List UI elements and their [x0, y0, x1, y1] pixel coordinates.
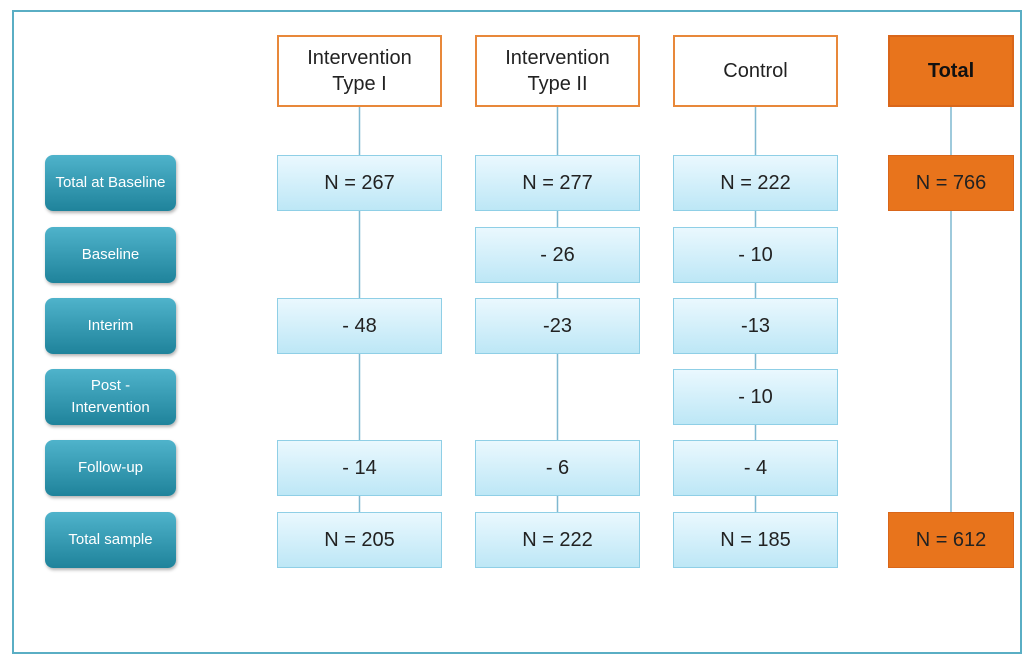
row-label: Total at Baseline — [45, 155, 176, 211]
cell: - 10 — [673, 369, 838, 425]
cell: N = 185 — [673, 512, 838, 568]
row-label: Follow-up — [45, 440, 176, 496]
cell: - 48 — [277, 298, 442, 354]
diagram: Intervention Type I Intervention Type II C… — [12, 10, 1022, 654]
cell: - 4 — [673, 440, 838, 496]
cell: N = 222 — [475, 512, 640, 568]
cell: -13 — [673, 298, 838, 354]
cell: N = 205 — [277, 512, 442, 568]
row-label: Total sample — [45, 512, 176, 568]
cell: - 26 — [475, 227, 640, 283]
row-label: Interim — [45, 298, 176, 354]
cell: - 6 — [475, 440, 640, 496]
column-header: Total — [888, 35, 1014, 107]
cell: N = 766 — [888, 155, 1014, 211]
cell: -23 — [475, 298, 640, 354]
cell: - 10 — [673, 227, 838, 283]
cell: N = 267 — [277, 155, 442, 211]
row-label: Baseline — [45, 227, 176, 283]
column-header: Control — [673, 35, 838, 107]
column-header: Intervention Type I — [277, 35, 442, 107]
column-header: Intervention Type II — [475, 35, 640, 107]
row-label: Post - Intervention — [45, 369, 176, 425]
cell: N = 277 — [475, 155, 640, 211]
cell: N = 612 — [888, 512, 1014, 568]
cell: - 14 — [277, 440, 442, 496]
cell: N = 222 — [673, 155, 838, 211]
